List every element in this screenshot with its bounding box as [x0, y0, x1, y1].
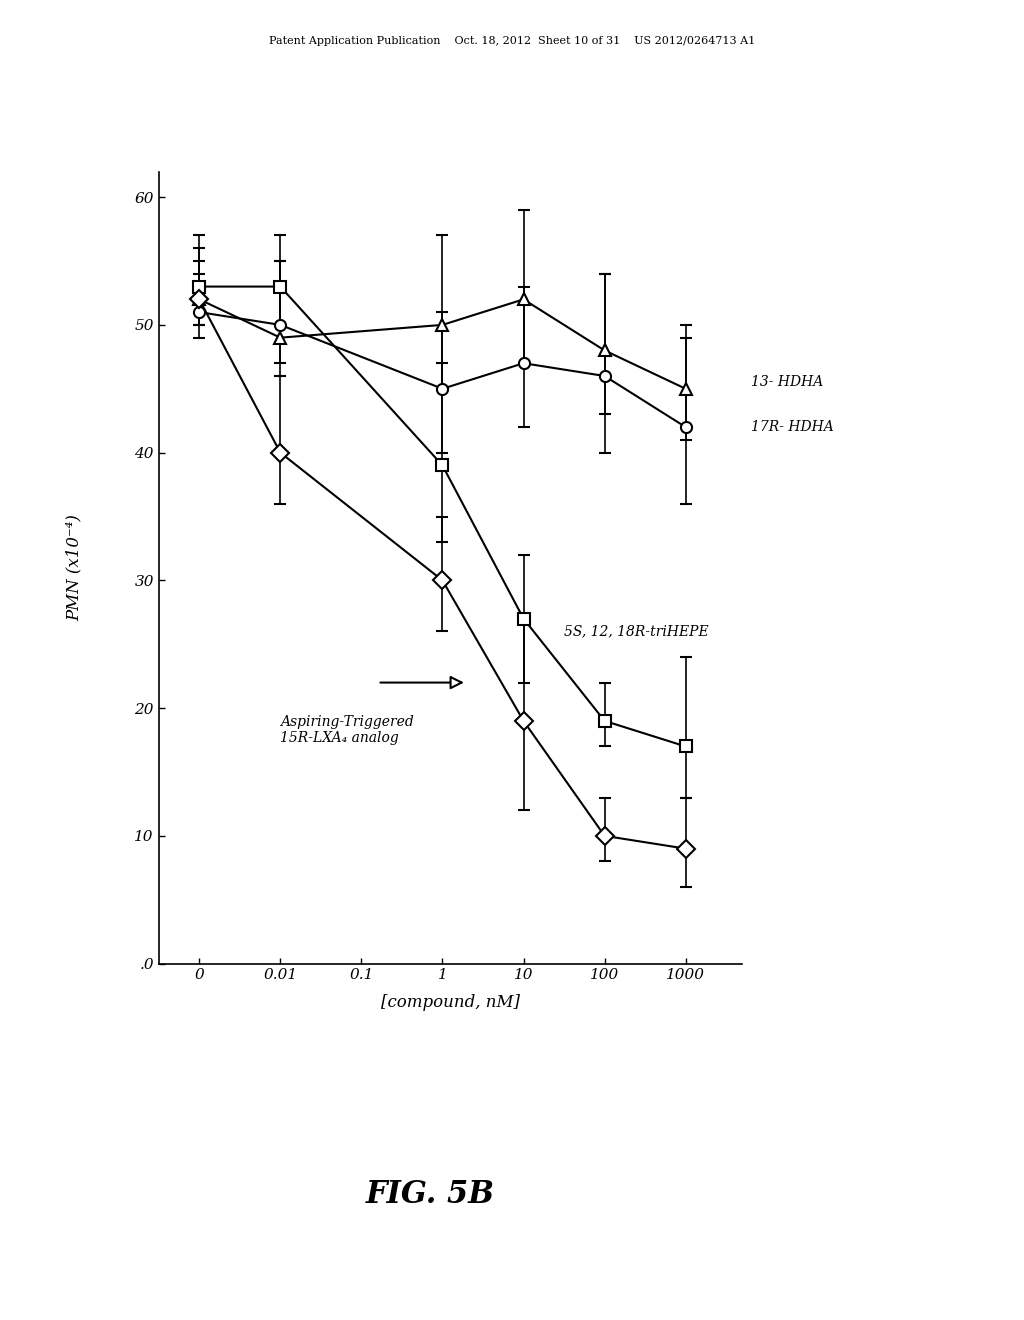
Text: Aspiring-Triggered
15R-LXA₄ analog: Aspiring-Triggered 15R-LXA₄ analog — [281, 714, 414, 744]
Text: 17R- HDHA: 17R- HDHA — [751, 420, 834, 434]
Text: 5S, 12, 18R-triHEPE: 5S, 12, 18R-triHEPE — [564, 624, 709, 639]
Text: Patent Application Publication    Oct. 18, 2012  Sheet 10 of 31    US 2012/02647: Patent Application Publication Oct. 18, … — [269, 36, 755, 46]
X-axis label: [compound, nM]: [compound, nM] — [381, 994, 520, 1011]
Text: PMN (x10⁻⁴): PMN (x10⁻⁴) — [66, 515, 83, 620]
Text: 13- HDHA: 13- HDHA — [751, 375, 822, 389]
Text: FIG. 5B: FIG. 5B — [366, 1179, 495, 1210]
